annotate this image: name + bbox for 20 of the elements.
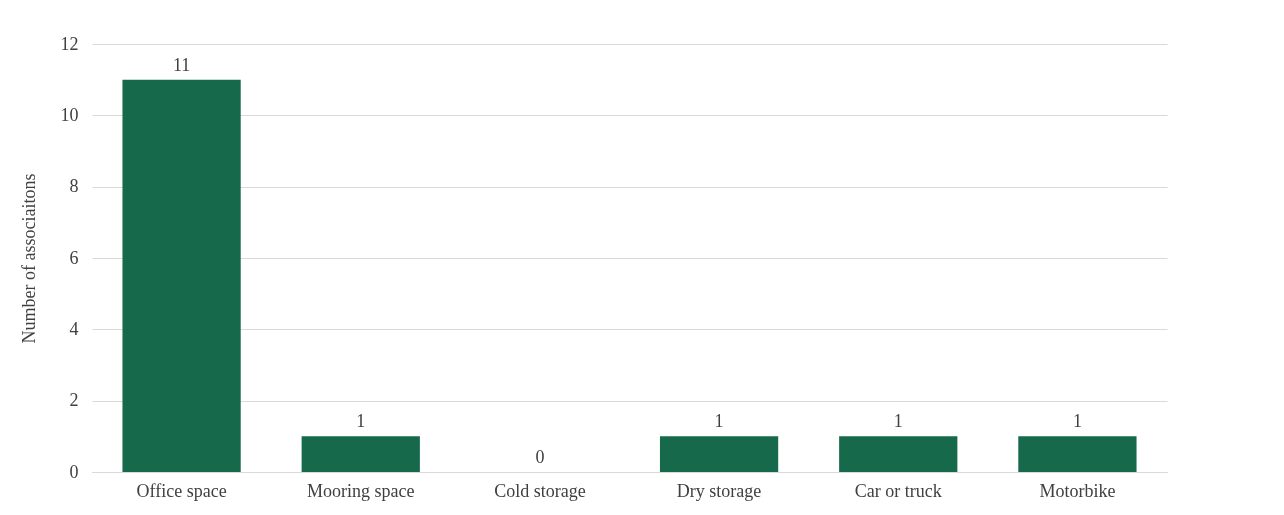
x-tick-label: Office space xyxy=(136,480,227,501)
y-tick-label: 2 xyxy=(69,390,79,411)
x-tick-label: Cold storage xyxy=(494,480,586,501)
y-tick-label: 0 xyxy=(69,461,79,482)
data-label: 1 xyxy=(714,411,724,432)
y-tick-label: 4 xyxy=(69,318,79,339)
x-tick-label: Mooring space xyxy=(307,480,415,501)
y-tick-label: 10 xyxy=(60,104,79,125)
x-tick-label: Car or truck xyxy=(854,480,942,501)
data-label: 1 xyxy=(356,411,366,432)
y-tick-label: 6 xyxy=(69,247,79,268)
data-label: 0 xyxy=(535,447,545,467)
y-axis-title: Number of associaitons xyxy=(18,173,39,344)
data-label: 1 xyxy=(893,411,903,432)
data-label: 1 xyxy=(1072,411,1082,432)
x-tick-label: Dry storage xyxy=(676,480,762,501)
x-tick-label: Motorbike xyxy=(1039,480,1116,501)
y-tick-label: 8 xyxy=(69,176,79,197)
data-label: 11 xyxy=(172,54,191,75)
y-tick-label: 12 xyxy=(60,33,79,54)
